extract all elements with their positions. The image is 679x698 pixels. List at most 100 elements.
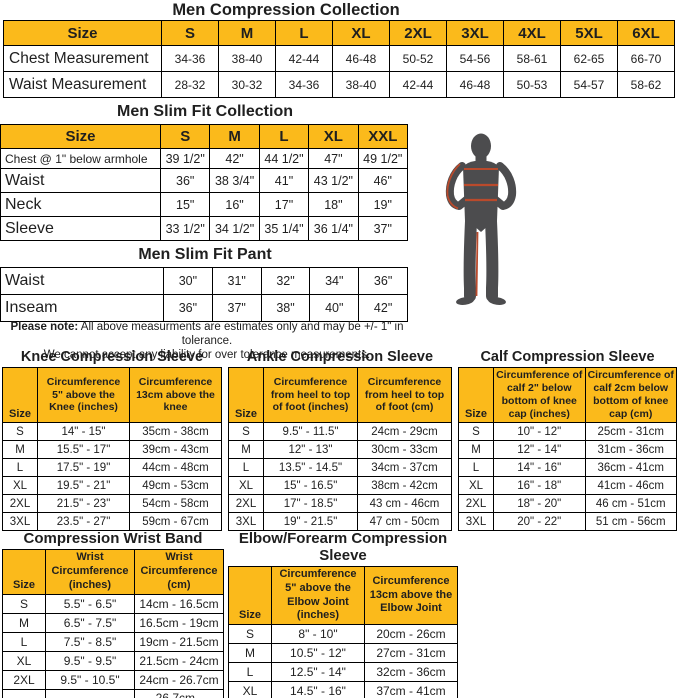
table-cell: 3XL (458, 512, 494, 531)
table-cell: 62-65 (560, 45, 618, 72)
table-row: Neck 15" 16" 17" 18" 19" (0, 192, 409, 217)
elbow-sleeve-section: Elbow/Forearm Compression Sleeve Size Cir… (228, 530, 458, 698)
size-header-cell: L (275, 20, 333, 46)
size-header-cell: Size (3, 20, 162, 46)
table-cell: 26.7cm - 29.2cm (134, 689, 224, 698)
table-cell: 46-48 (446, 71, 504, 98)
column-header-cell: Circumference 5" above the Knee (inches) (37, 367, 130, 423)
table-row: L 17.5" - 19" 44cm - 48cm (2, 458, 222, 477)
table-cell: 16" - 18" (493, 476, 586, 495)
table-cell: Neck (0, 192, 161, 217)
table-cell: M (458, 440, 494, 459)
table-cell: 42" (358, 294, 408, 322)
table-row: XL 15" - 16.5" 38cm - 42cm (228, 476, 452, 495)
table-cell: 43 1/2" (308, 168, 359, 193)
column-header-cell: Size (228, 367, 264, 423)
table-row: L 12.5" - 14" 32cm - 36cm (228, 662, 458, 682)
table-cell: 18" (308, 192, 359, 217)
table-cell: 25cm - 31cm (584, 422, 677, 441)
table-cell: 27cm - 31cm (364, 643, 458, 663)
table-header-row: Size Circumference 5" above the Knee (inc… (2, 367, 222, 423)
column-header-cell: Circumference 13cm above the knee (129, 367, 222, 423)
table-row: 3XL 20" - 22" 51 cm - 56cm (458, 512, 677, 531)
table-cell: 9.5" - 10.5" (45, 670, 135, 690)
table-cell: 36" (163, 294, 213, 322)
table-cell: XL (2, 651, 46, 671)
table-row: L 13.5" - 14.5" 34cm - 37cm (228, 458, 452, 477)
column-header-cell: Circumference of calf 2cm below bottom o… (584, 367, 677, 423)
tolerance-note: Please note: All above measurments are e… (0, 320, 414, 362)
table-cell: 58-62 (617, 71, 675, 98)
table-cell: 54-57 (560, 71, 618, 98)
table-cell: 33 1/2" (159, 216, 211, 241)
table-cell: 23.5" - 27" (37, 512, 130, 531)
table-cell: 15.5" - 17" (37, 440, 130, 459)
elbow-sleeve-title: Elbow/Forearm Compression Sleeve (238, 530, 448, 564)
table-row: S 5.5" - 6.5" 14cm - 16.5cm (2, 594, 224, 614)
size-header-cell: 2XL (389, 20, 447, 46)
table-row: 3XL 23.5" - 27" 59cm - 67cm (2, 512, 222, 531)
table-cell: 7.5" - 8.5" (45, 632, 135, 652)
table-row: M 12" - 13" 30cm - 33cm (228, 440, 452, 459)
column-header-cell: Circumference from heel to top of foot (… (263, 367, 358, 423)
table-cell: M (2, 440, 38, 459)
table-cell: 16" (209, 192, 260, 217)
note-line-2: We cannot accept any liability for over … (43, 349, 371, 362)
table-row: XL 19.5" - 21" 49cm - 53cm (2, 476, 222, 495)
size-header-cell: S (161, 20, 219, 46)
table-cell: Chest @ 1" below armhole (0, 148, 161, 169)
table-row: M 10.5" - 12" 27cm - 31cm (228, 643, 458, 663)
table-row: 2XL 21.5" - 23" 54cm - 58cm (2, 494, 222, 513)
table-cell: 21.5cm - 24cm (134, 651, 224, 671)
table-cell: 50-53 (503, 71, 561, 98)
column-header-cell: Size (2, 367, 38, 423)
table-cell: XL (458, 476, 494, 495)
size-header-cell: 3XL (446, 20, 504, 46)
wrist-band-title: Compression Wrist Band (23, 530, 203, 547)
table-cell: L (228, 458, 264, 477)
table-cell: S (2, 422, 38, 441)
table-cell: 14" - 15" (37, 422, 130, 441)
table-row: XL 14.5" - 16" 37cm - 41cm (228, 681, 458, 698)
table-cell: 30cm - 33cm (357, 440, 452, 459)
column-header-cell: Size (458, 367, 494, 423)
column-header-cell: Circumference 5" above the Elbow Joint (… (271, 566, 365, 625)
calf-sleeve-section: Calf Compression Sleeve Size Circumferenc… (458, 349, 677, 531)
knee-sleeve-title: Knee Compression Sleeve (20, 349, 204, 365)
wrist-elbow-tables-row: Compression Wrist Band Size Wrist Circumf… (2, 530, 458, 698)
figure-left-leg (463, 215, 477, 302)
note-bold-prefix: Please note: (10, 321, 79, 333)
table-cell: 15" - 16.5" (263, 476, 358, 495)
table-header-row: Size S M L XL XXL (0, 124, 409, 149)
table-cell: L (2, 458, 38, 477)
table-cell: 10.5" - 12" (271, 643, 365, 663)
table-cell: 36" (159, 168, 211, 193)
table-cell: 2XL (458, 494, 494, 513)
table-row: S 9.5" - 11.5" 24cm - 29cm (228, 422, 452, 441)
column-header-cell: Size (228, 566, 272, 625)
men-compression-collection-table: Size S M L XL 2XL 3XL 4XL 5XL 6XL Chest Measureme… (3, 20, 675, 98)
male-figure-silhouette (441, 133, 531, 317)
table-row: Chest Measurement 34-36 38-40 42-44 46-48 50-… (3, 45, 675, 72)
table-row: Waist 36" 38 3/4" 41" 43 1/2" 46" (0, 168, 409, 193)
table-cell: Inseam (0, 294, 164, 322)
table-cell: 20cm - 26cm (364, 624, 458, 644)
table-row: L 14" - 16" 36cm - 41cm (458, 458, 677, 477)
table-cell: 59cm - 67cm (129, 512, 222, 531)
table-cell: Waist (0, 168, 161, 193)
size-header-cell: S (159, 124, 211, 149)
figure-head (471, 133, 491, 159)
table-row: 2XL 17" - 18.5" 43 cm - 46cm (228, 494, 452, 513)
column-header-cell: Wrist Circumference (inches) (45, 549, 135, 595)
wrist-band-section: Compression Wrist Band Size Wrist Circumf… (2, 530, 224, 698)
male-figure-svg (445, 133, 517, 305)
column-header-cell: Circumference from heel to top of foot (… (357, 367, 452, 423)
ankle-sleeve-table: Size Circumference from heel to top of fo… (228, 367, 452, 531)
table-cell: 14cm - 16.5cm (134, 594, 224, 614)
figure-neck (475, 154, 487, 163)
column-header-cell: Circumference 13cm above the Elbow Joint (364, 566, 458, 625)
size-header-cell: XL (308, 124, 359, 149)
table-cell: 46-48 (332, 45, 390, 72)
table-row: XL 9.5" - 9.5" 21.5cm - 24cm (2, 651, 224, 671)
table-cell: 30" (163, 267, 213, 295)
